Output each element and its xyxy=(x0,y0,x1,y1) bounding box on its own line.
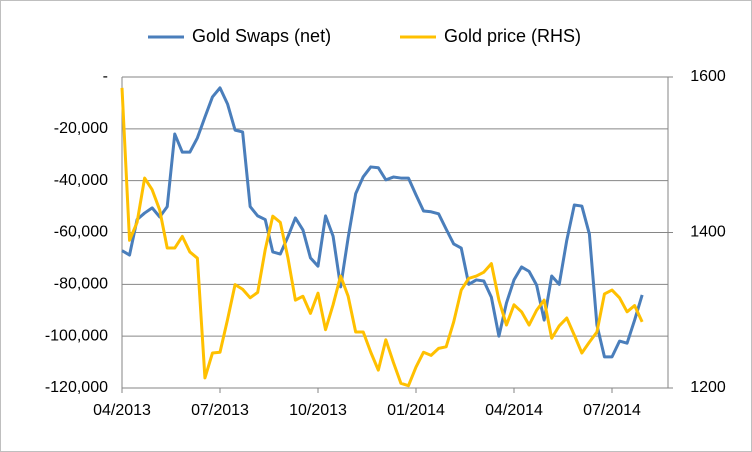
x-tick-label: 07/2013 xyxy=(191,402,249,419)
legend-label: Gold Swaps (net) xyxy=(192,26,331,46)
y-tick-label: -80,000 xyxy=(54,276,108,293)
series-line xyxy=(120,87,644,388)
y2-tick-label: 1200 xyxy=(690,379,726,396)
y-tick-label: -60,000 xyxy=(54,224,108,241)
y-tick-label: - xyxy=(103,68,108,85)
y2-tick-label: 1400 xyxy=(690,224,726,241)
x-tick-label: 04/2013 xyxy=(93,402,151,419)
series-line xyxy=(121,86,644,359)
y-tick-label: -40,000 xyxy=(54,172,108,189)
y2-tick-label: 1600 xyxy=(690,68,726,85)
x-tick-label: 04/2014 xyxy=(485,402,543,419)
y-tick-label: -100,000 xyxy=(45,327,108,344)
x-tick-label: 01/2014 xyxy=(387,402,445,419)
legend-label: Gold price (RHS) xyxy=(444,26,581,46)
x-tick-label: 07/2014 xyxy=(583,402,641,419)
y-tick-label: -20,000 xyxy=(54,120,108,137)
y-tick-label: -120,000 xyxy=(45,379,108,396)
x-tick-label: 10/2013 xyxy=(289,402,347,419)
